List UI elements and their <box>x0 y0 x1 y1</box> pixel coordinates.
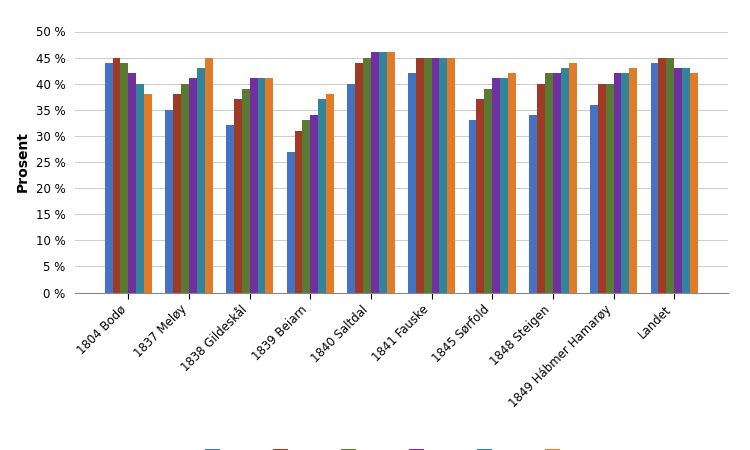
Bar <box>189 78 196 292</box>
Bar <box>500 78 508 292</box>
Bar <box>590 104 598 292</box>
Bar <box>424 58 431 292</box>
Bar <box>121 63 128 292</box>
Bar <box>431 58 439 292</box>
Bar <box>530 115 537 292</box>
Bar <box>379 52 387 292</box>
Bar <box>356 63 363 292</box>
Bar <box>674 68 682 292</box>
Bar <box>614 73 622 292</box>
Bar <box>658 58 666 292</box>
Bar <box>242 89 250 292</box>
Bar <box>347 84 355 292</box>
Bar <box>226 126 234 292</box>
Bar <box>326 94 334 292</box>
Bar <box>492 78 500 292</box>
Bar <box>440 58 447 292</box>
Bar <box>408 73 416 292</box>
Bar <box>650 63 658 292</box>
Bar <box>682 68 690 292</box>
Bar <box>561 68 568 292</box>
Bar <box>568 63 577 292</box>
Bar <box>250 78 257 292</box>
Bar <box>302 120 310 292</box>
Bar <box>286 152 295 292</box>
Bar <box>310 115 318 292</box>
Bar <box>295 130 302 292</box>
Bar <box>469 120 476 292</box>
Bar <box>629 68 638 292</box>
Bar <box>666 58 674 292</box>
Bar <box>484 89 492 292</box>
Bar <box>545 73 553 292</box>
Bar <box>416 58 424 292</box>
Bar <box>165 110 173 292</box>
Bar <box>508 73 516 292</box>
Bar <box>537 84 545 292</box>
Legend: 1990, 1995, 2000, 2005, 2010, 2013: 1990, 1995, 2000, 2005, 2010, 2013 <box>199 442 604 450</box>
Bar <box>205 58 212 292</box>
Bar <box>196 68 205 292</box>
Bar <box>136 84 144 292</box>
Bar <box>257 78 265 292</box>
Bar <box>476 99 484 292</box>
Bar <box>387 52 394 292</box>
Bar <box>690 73 698 292</box>
Bar <box>105 63 112 292</box>
Bar <box>622 73 629 292</box>
Bar <box>598 84 606 292</box>
Bar <box>447 58 455 292</box>
Bar <box>144 94 152 292</box>
Bar <box>112 58 121 292</box>
Bar <box>371 52 379 292</box>
Bar <box>363 58 371 292</box>
Y-axis label: Prosent: Prosent <box>16 131 30 193</box>
Bar <box>553 73 561 292</box>
Bar <box>128 73 136 292</box>
Bar <box>173 94 181 292</box>
Bar <box>266 78 273 292</box>
Bar <box>234 99 242 292</box>
Bar <box>181 84 189 292</box>
Bar <box>318 99 326 292</box>
Bar <box>606 84 613 292</box>
